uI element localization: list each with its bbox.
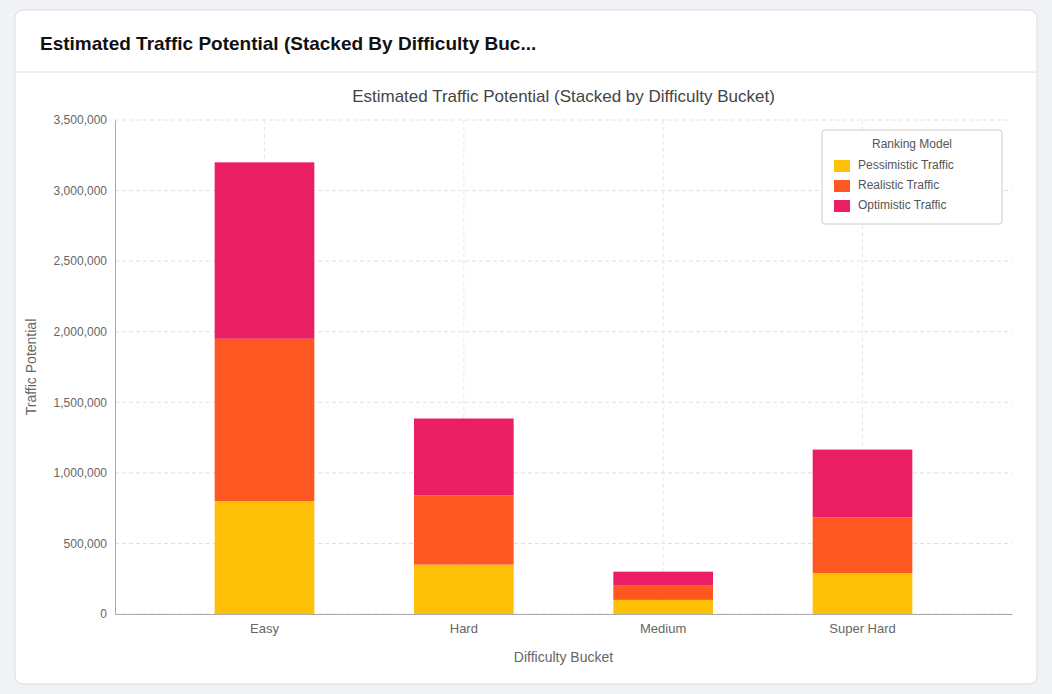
tick-label: 3,000,000 xyxy=(54,184,108,198)
legend: Ranking Model Pessimistic Traffic Realisti… xyxy=(822,130,1002,224)
bar xyxy=(215,339,315,501)
tick: Super Hard xyxy=(829,614,895,636)
bar xyxy=(613,600,713,614)
legend-item: Realistic Traffic xyxy=(834,178,939,192)
series xyxy=(215,339,913,600)
tick-label: 1,000,000 xyxy=(54,466,108,480)
legend-item: Pessimistic Traffic xyxy=(834,158,954,172)
series xyxy=(215,501,913,614)
bar xyxy=(613,572,713,585)
bar xyxy=(813,450,913,518)
chart: Estimated Traffic Potential (Stacked By … xyxy=(0,0,1052,694)
y-axis: 0 500,000 1,000,000 1,500,000 2,000,000 2,500… xyxy=(54,113,116,621)
bar xyxy=(414,419,514,496)
tick: 2,500,000 xyxy=(54,254,115,268)
bar xyxy=(215,501,315,614)
series xyxy=(215,162,913,585)
title: Estimated Traffic Potential (Stacked by … xyxy=(352,87,775,106)
legend-item: Optimistic Traffic xyxy=(834,198,946,212)
tick-label: 2,500,000 xyxy=(54,254,108,268)
grid-line xyxy=(663,120,664,614)
x-axis: Easy Hard Medium Super Hard xyxy=(116,614,1013,636)
tick-label: 1,500,000 xyxy=(54,396,108,410)
tick: 3,500,000 xyxy=(54,113,115,127)
legend-title: Ranking Model xyxy=(872,137,952,151)
tick: Hard xyxy=(450,614,478,636)
bar xyxy=(813,573,913,614)
bars xyxy=(215,162,913,614)
legend-swatch xyxy=(834,180,850,192)
legend-box xyxy=(822,130,1002,224)
tick-label: Hard xyxy=(450,621,478,636)
legend-label: Optimistic Traffic xyxy=(858,198,946,212)
legend-label: Pessimistic Traffic xyxy=(858,158,954,172)
tick-label: 3,500,000 xyxy=(54,113,108,127)
tick-label: Super Hard xyxy=(829,621,895,636)
tick: 3,000,000 xyxy=(54,184,115,198)
bar xyxy=(813,517,913,573)
legend-swatch xyxy=(834,160,850,172)
x-axis-title: Difficulty Bucket xyxy=(514,649,613,665)
tick-label: Medium xyxy=(640,621,686,636)
bar xyxy=(215,162,315,338)
grid xyxy=(115,120,1012,614)
tick: Easy xyxy=(250,614,279,636)
tick: 500,000 xyxy=(64,537,115,551)
tick: 2,000,000 xyxy=(54,325,115,339)
tick-label: 2,000,000 xyxy=(54,325,108,339)
tick: 1,000,000 xyxy=(54,466,115,480)
grid-line xyxy=(115,120,1012,121)
tick: Medium xyxy=(640,614,686,636)
bar xyxy=(414,495,514,564)
tick: 1,500,000 xyxy=(54,396,115,410)
bar xyxy=(414,565,514,614)
y-axis-title: Traffic Potential xyxy=(23,319,39,416)
card xyxy=(15,10,1037,684)
header-title: Estimated Traffic Potential (Stacked By … xyxy=(40,33,536,54)
legend-swatch xyxy=(834,200,850,212)
axis-line xyxy=(115,121,116,615)
bar xyxy=(613,585,713,600)
axis-line xyxy=(116,614,1013,615)
legend-label: Realistic Traffic xyxy=(858,178,939,192)
tick-label: 500,000 xyxy=(64,537,108,551)
tick-label: 0 xyxy=(100,607,107,621)
tick-label: Easy xyxy=(250,621,279,636)
tick: 0 xyxy=(100,607,115,621)
header-separator xyxy=(15,72,1037,73)
